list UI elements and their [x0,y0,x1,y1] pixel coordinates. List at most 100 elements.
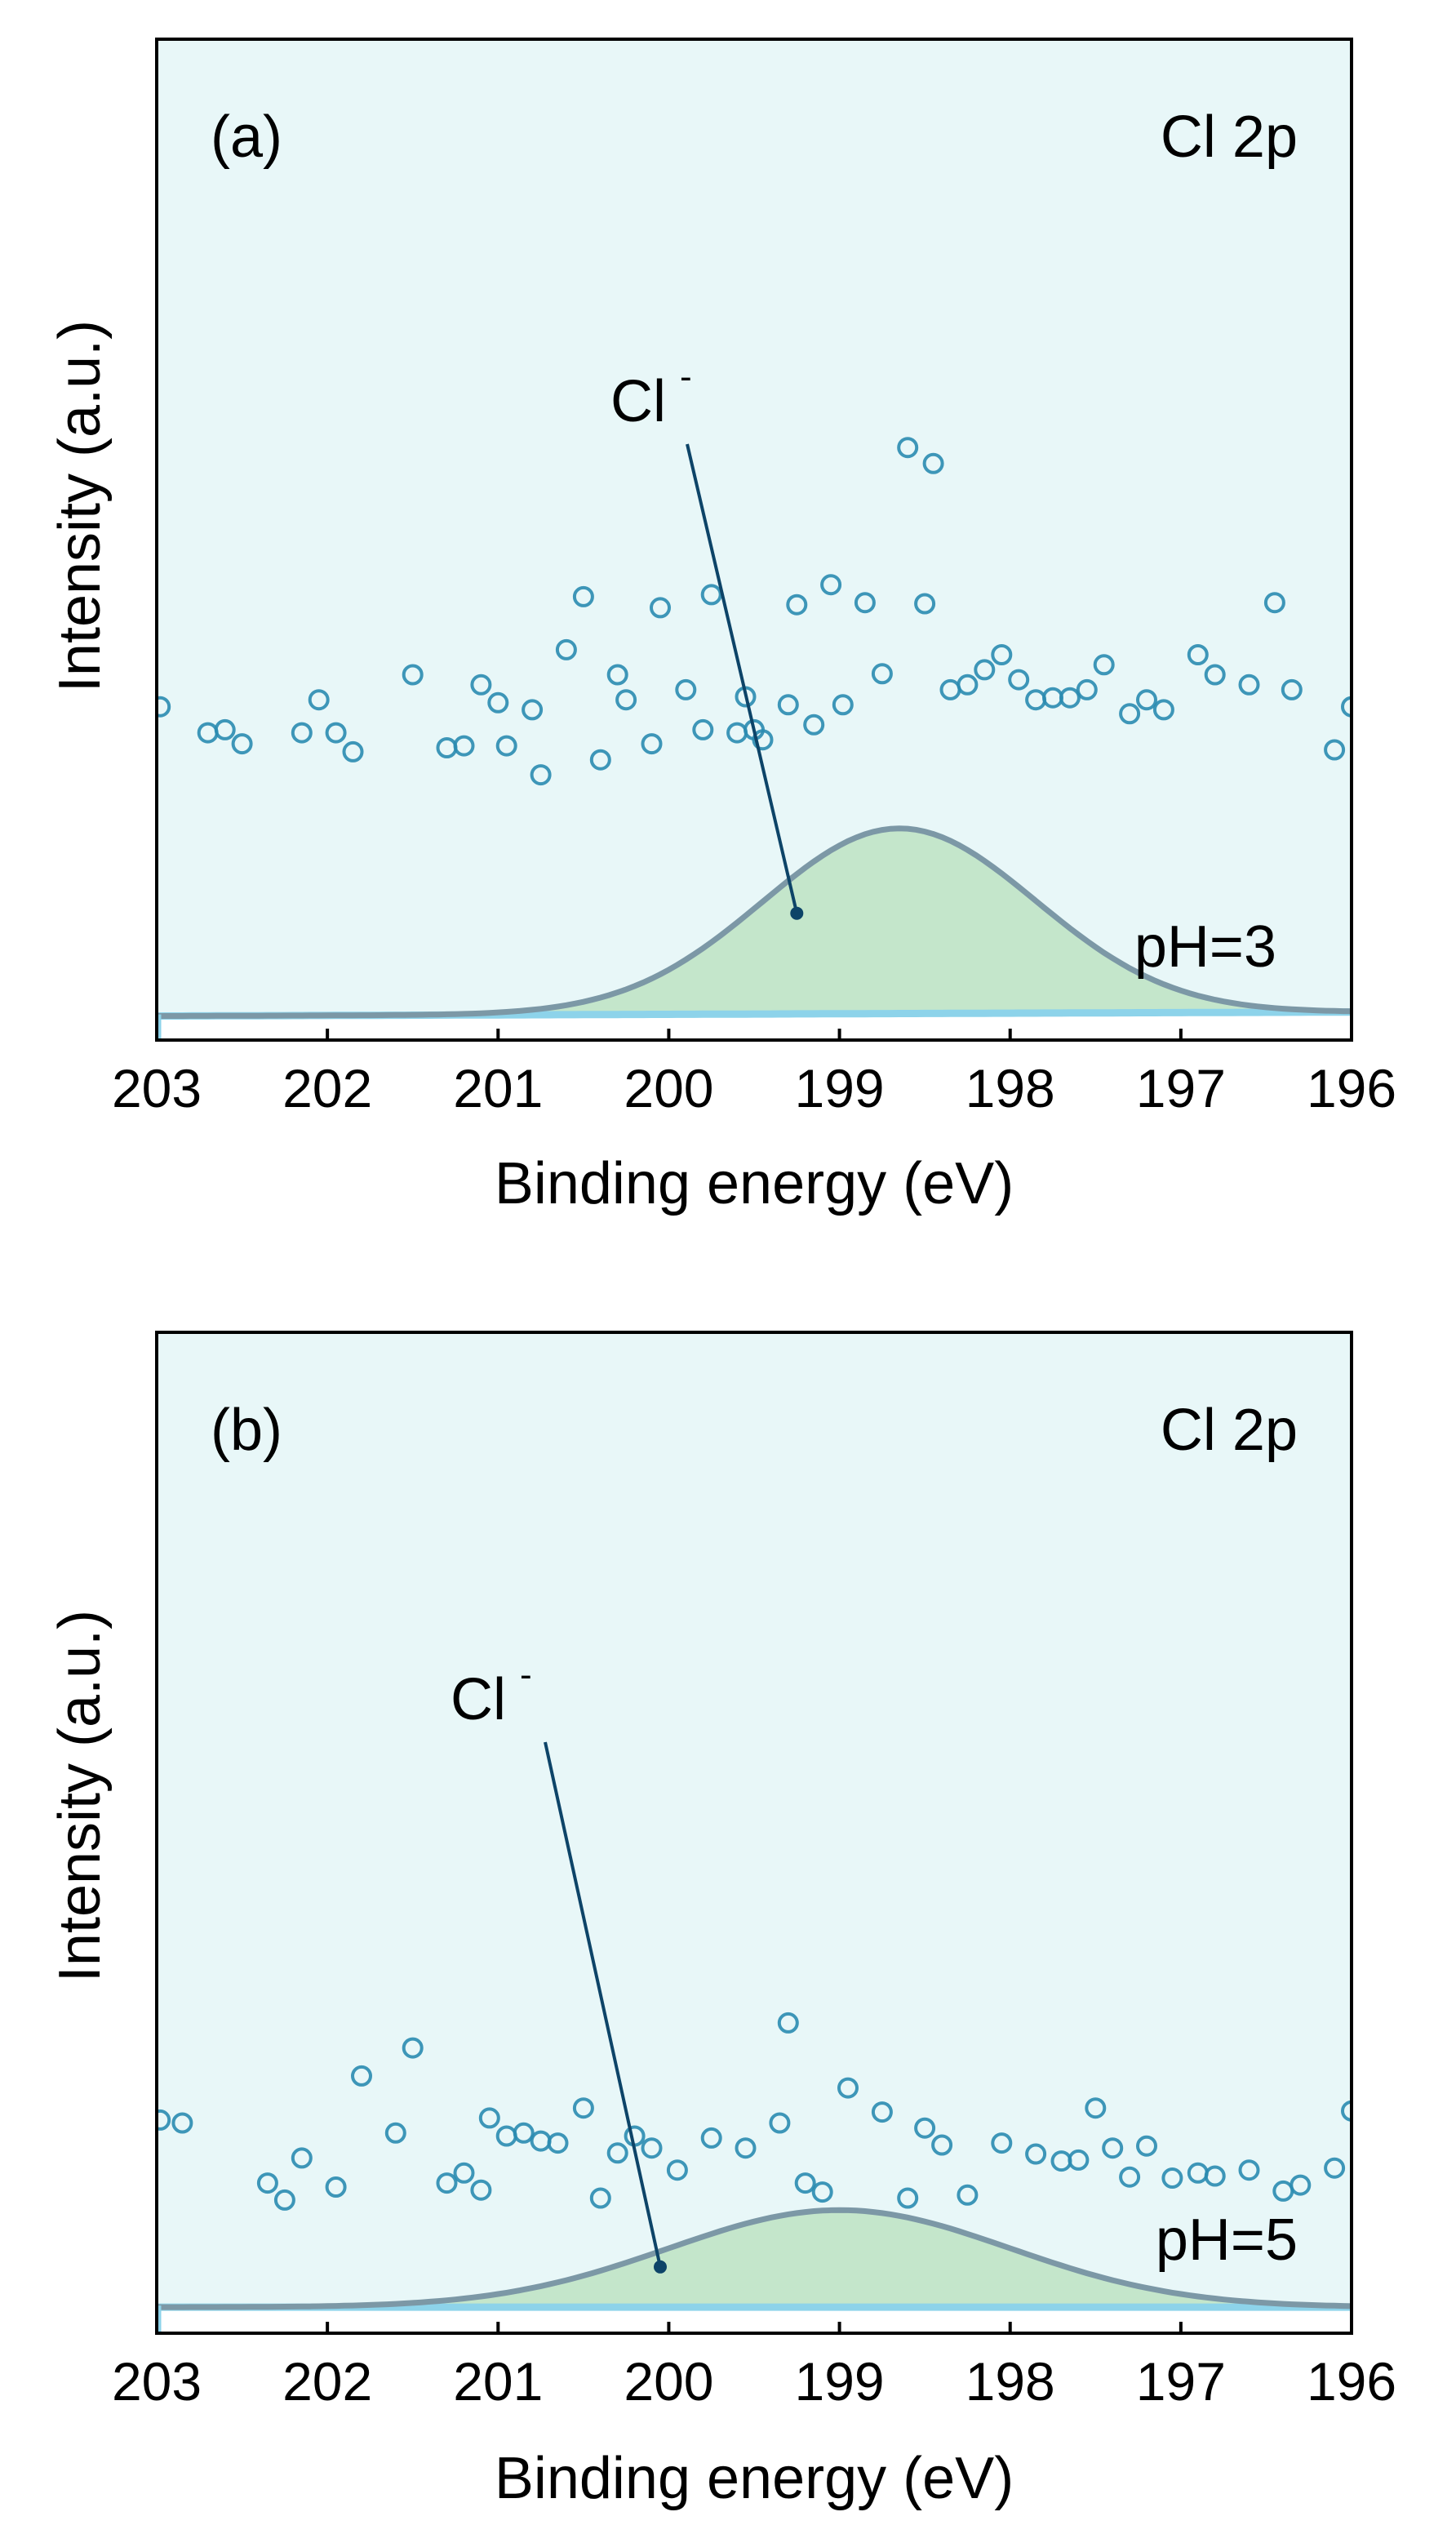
data-point-b-39 [1085,2097,1107,2119]
data-point-a-23 [675,678,697,700]
panel-label-b: (b) [211,1398,282,1463]
condition-label-a: pH=3 [1134,914,1276,980]
xtick-label-b-0: 203 [112,2351,202,2412]
data-point-a-34 [832,694,854,716]
xtick-label-b-2: 201 [453,2351,543,2412]
xtick-label-b-5: 198 [965,2351,1055,2412]
data-point-a-42 [974,659,996,681]
data-point-b-2 [256,2172,278,2194]
panel-label-a: (a) [211,104,282,170]
peak-fill-a [157,828,1352,1016]
data-point-b-14 [513,2122,535,2144]
data-point-a-6 [325,722,347,744]
data-point-a-51 [1136,689,1157,711]
data-point-a-35 [854,592,876,614]
data-point-b-27 [794,2172,816,2194]
data-point-a-37 [897,437,919,459]
xtick-label-b-7: 196 [1307,2351,1396,2412]
peak-annotation-b: Cl - [451,1655,667,2274]
data-point-a-7 [342,740,364,762]
xtick-label-b-6: 197 [1136,2351,1226,2412]
data-point-a-38 [914,593,936,615]
data-point-b-6 [351,2065,372,2087]
data-point-a-56 [1263,592,1285,614]
data-point-b-10 [453,2162,475,2184]
peak-label-b: Cl [451,1667,506,1732]
xtick-label-a-6: 197 [1136,1058,1226,1118]
data-point-b-18 [589,2187,611,2209]
data-point-b-49 [1324,2157,1346,2179]
data-point-a-3 [231,733,253,755]
ylabel-b: Intensity (a.u.) [47,1610,113,1982]
data-point-a-49 [1093,654,1115,676]
data-point-a-0 [157,696,171,718]
data-point-b-5 [325,2176,347,2198]
data-point-a-36 [871,663,893,685]
xtick-label-a-0: 203 [112,1058,202,1118]
data-point-b-38 [1068,2149,1090,2171]
data-point-a-30 [777,694,799,716]
data-point-b-30 [871,2101,893,2123]
data-point-b-21 [641,2137,663,2159]
panel-b: 203 202 201 200 199 198 197 196 (b) Cl 2p pH=5 … [47,1331,1396,2511]
data-point-a-59 [1341,696,1352,718]
data-point-a-14 [522,699,544,721]
panel-a: 203 202 201 200 199 198 197 196 (a) Cl 2p pH=3 … [47,38,1396,1216]
plot-background-b [157,1332,1352,2333]
data-point-b-24 [735,2137,757,2159]
data-point-a-44 [1008,669,1030,691]
data-point-b-33 [931,2134,953,2156]
xtick-label-a-1: 202 [282,1058,372,1118]
plot-frame-b [155,1331,1353,2335]
xlabel-a: Binding energy (eV) [495,1151,1014,1216]
data-point-b-31 [897,2187,919,2209]
data-point-a-25 [700,584,722,606]
data-point-a-12 [487,691,509,714]
data-point-b-19 [606,2142,628,2164]
data-point-a-43 [991,644,1013,665]
data-point-a-22 [650,597,671,619]
peak-annotation-a: Cl - [610,357,804,920]
data-point-a-32 [803,714,825,736]
data-point-b-23 [700,2127,722,2149]
peak-label-superscript-b: - [520,1655,532,1695]
peak-pointer-line-b [544,1741,662,2268]
below-baseline-area-b [157,2307,1352,2333]
data-point-b-42 [1136,2135,1157,2157]
data-point-b-45 [1204,2165,1226,2187]
data-point-b-0 [157,2109,171,2131]
data-point-b-1 [171,2112,193,2134]
data-point-a-50 [1119,703,1141,725]
xtick-label-a-3: 200 [624,1058,713,1118]
data-point-a-16 [555,638,577,660]
xtick-label-b-4: 199 [795,2351,885,2412]
data-point-a-39 [922,452,944,474]
data-point-b-4 [291,2147,313,2169]
data-point-a-53 [1187,644,1209,665]
data-point-b-26 [777,2012,799,2034]
data-point-b-7 [402,2037,424,2059]
peak-pointer-dot-b [654,2260,667,2274]
data-point-a-33 [820,574,842,596]
data-point-a-55 [1238,674,1260,696]
data-point-a-5 [308,689,330,711]
data-point-b-9 [436,2172,458,2194]
xtick-label-a-2: 201 [453,1058,543,1118]
plot-frame-a [155,38,1353,1042]
below-baseline-area-a [157,1011,1352,1040]
data-point-b-22 [666,2159,688,2181]
xtick-label-b-1: 202 [282,2351,372,2412]
data-point-b-36 [1025,2143,1047,2165]
data-point-b-46 [1238,2159,1260,2181]
data-point-b-8 [384,2122,406,2144]
xaxis-ticks-b: 203 202 201 200 199 198 197 196 [112,2322,1396,2412]
data-point-a-48 [1076,678,1098,700]
xtick-label-a-4: 199 [795,1058,885,1118]
marks-a [157,437,1352,1040]
data-point-b-25 [769,2112,791,2134]
chart-title-b: Cl 2p [1161,1398,1298,1463]
data-point-a-18 [589,749,611,771]
envelope-line-b [157,2207,1352,2310]
data-point-a-15 [530,764,552,786]
